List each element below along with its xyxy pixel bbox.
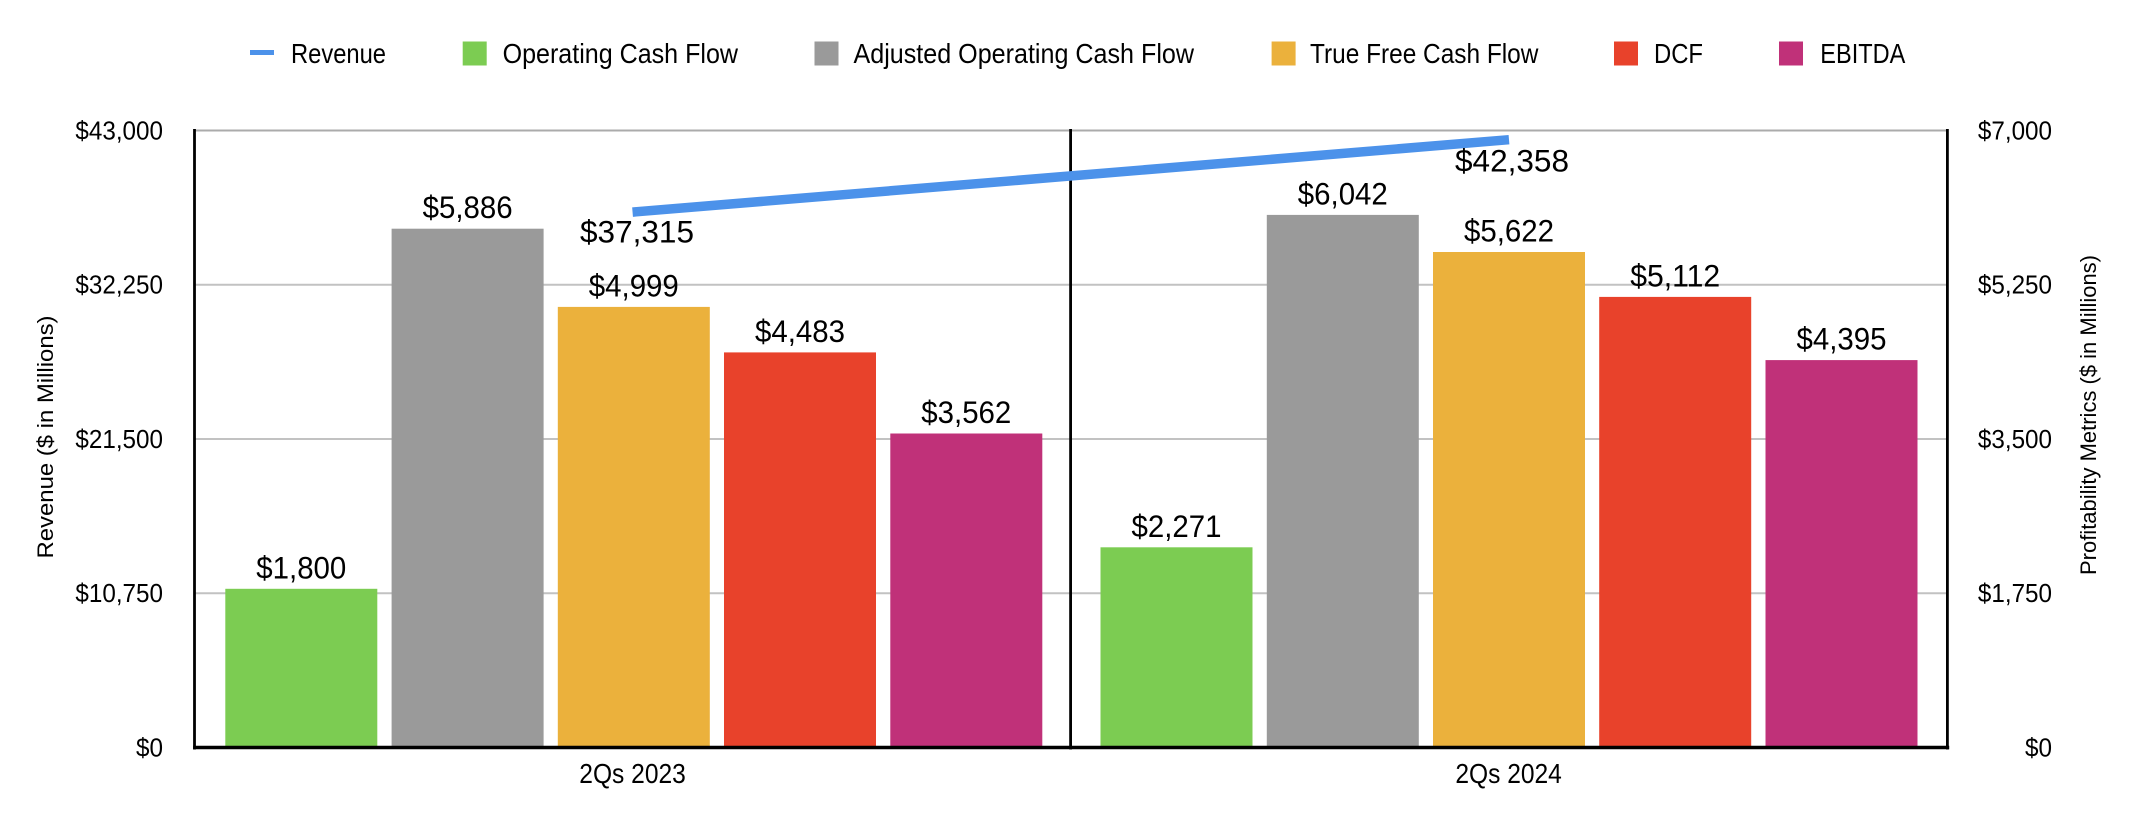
svg-text:$42,358: $42,358 <box>1455 143 1569 179</box>
svg-text:$21,500: $21,500 <box>75 426 163 454</box>
svg-text:$4,999: $4,999 <box>589 267 679 303</box>
svg-text:$2,271: $2,271 <box>1132 508 1222 544</box>
svg-text:$5,250: $5,250 <box>1978 272 2052 300</box>
svg-text:Profitability Metrics ($ in Mi: Profitability Metrics ($ in Millions) <box>2076 255 2101 575</box>
svg-text:Revenue: Revenue <box>291 38 386 69</box>
svg-text:$37,315: $37,315 <box>580 214 694 250</box>
svg-text:Operating Cash Flow: Operating Cash Flow <box>503 38 739 69</box>
svg-text:$0: $0 <box>2025 734 2052 762</box>
svg-text:DCF: DCF <box>1654 38 1703 69</box>
svg-text:$6,042: $6,042 <box>1298 175 1388 211</box>
svg-text:$1,800: $1,800 <box>256 549 346 585</box>
svg-text:$5,112: $5,112 <box>1630 257 1720 293</box>
svg-text:$1,750: $1,750 <box>1978 580 2052 608</box>
svg-text:$3,500: $3,500 <box>1978 426 2052 454</box>
svg-text:True Free Cash Flow: True Free Cash Flow <box>1310 38 1539 69</box>
svg-text:$4,483: $4,483 <box>755 313 845 349</box>
svg-text:EBITDA: EBITDA <box>1820 38 1905 69</box>
svg-text:$7,000: $7,000 <box>1978 117 2052 145</box>
svg-text:Revenue ($ in Millions): Revenue ($ in Millions) <box>33 316 58 559</box>
svg-text:2Qs 2024: 2Qs 2024 <box>1455 758 1562 789</box>
svg-text:$32,250: $32,250 <box>75 272 163 300</box>
svg-text:$3,562: $3,562 <box>921 394 1011 430</box>
svg-text:$5,622: $5,622 <box>1464 213 1554 249</box>
svg-text:$43,000: $43,000 <box>75 117 163 145</box>
svg-text:2Qs 2023: 2Qs 2023 <box>579 758 686 789</box>
svg-text:$0: $0 <box>136 734 163 762</box>
svg-text:$5,886: $5,886 <box>423 189 513 225</box>
svg-text:Adjusted Operating Cash Flow: Adjusted Operating Cash Flow <box>854 38 1195 69</box>
svg-text:$10,750: $10,750 <box>75 580 163 608</box>
svg-text:$4,395: $4,395 <box>1797 321 1887 357</box>
